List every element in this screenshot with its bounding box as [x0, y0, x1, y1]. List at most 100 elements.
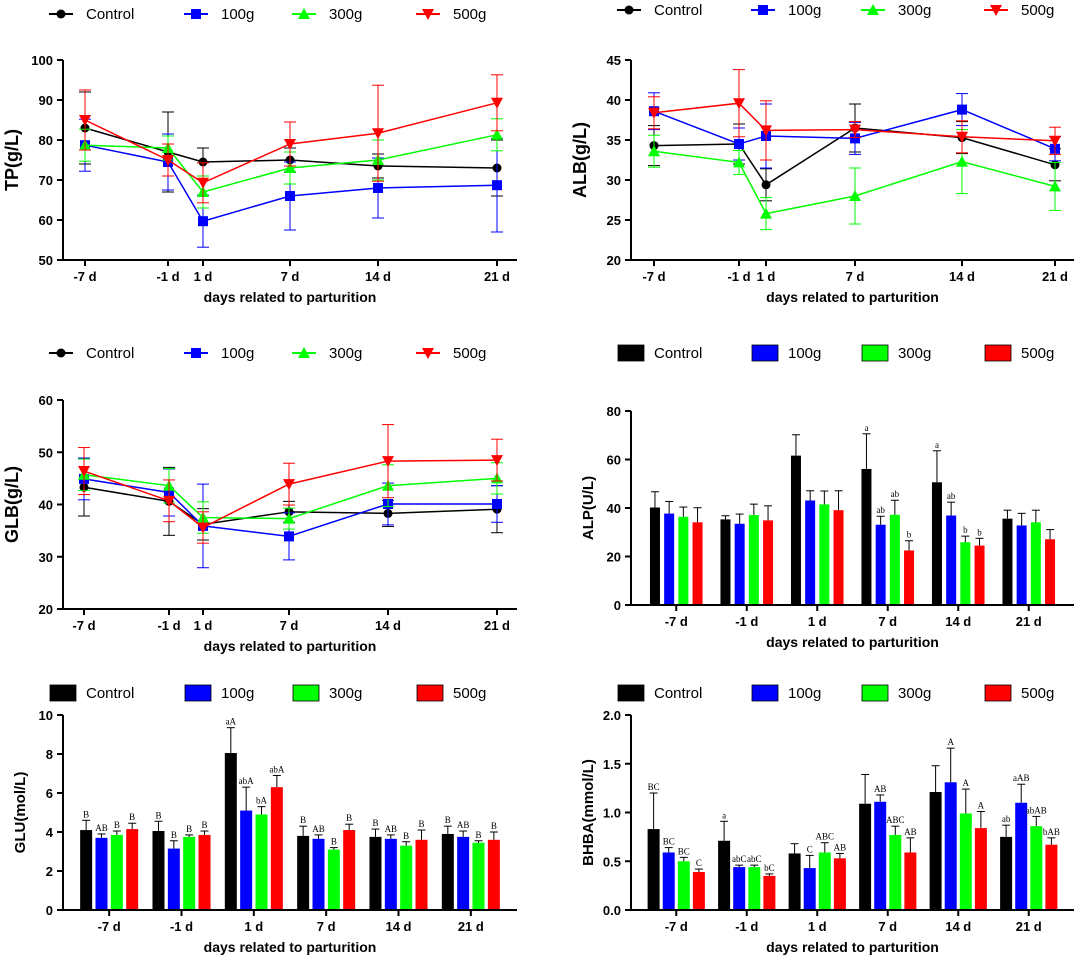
y-tick-label: 0.0: [603, 903, 621, 918]
legend-label: 500g: [1021, 345, 1054, 362]
significance-label: B: [114, 820, 120, 830]
legend-swatch-300g: [861, 684, 889, 702]
bar: [369, 836, 382, 910]
series-line: [84, 134, 498, 193]
legend-label: 500g: [1021, 2, 1054, 19]
significance-label: bAB: [1043, 827, 1060, 837]
legend-swatch-500g: [984, 344, 1012, 362]
axes-tp: 50 60 70 80 90 100 -7 d -1 d 1 d 7 d 14 d 21 d TP(g/…: [2, 53, 517, 305]
series-Control: aa: [649, 423, 1013, 605]
bar: [400, 845, 413, 910]
legend-glu: Control 100g 300g 500g: [49, 684, 486, 702]
legend-label: Control: [654, 2, 702, 19]
legend-glb: Control 100g 300g 500g: [49, 345, 486, 362]
x-tick-label: 1 d: [757, 269, 776, 284]
y-axis-label: GLU(mol/L): [12, 772, 29, 854]
bar: [95, 837, 108, 910]
marker-500g: [1049, 135, 1061, 147]
y-tick-label: 40: [607, 93, 621, 108]
marker-500g: [422, 348, 434, 359]
marker-100g: [758, 5, 768, 15]
legend-label: Control: [654, 685, 702, 702]
bar: [472, 842, 485, 910]
marker-500g: [849, 124, 861, 136]
y-tick-label: 2: [46, 864, 53, 879]
marker-100g: [285, 191, 295, 201]
marker-500g: [284, 139, 296, 150]
marker-100g: [191, 348, 201, 358]
significance-label: ab: [947, 491, 956, 501]
legend-label: Control: [86, 6, 134, 23]
significance-label: ab: [1002, 814, 1011, 824]
legend-label: 500g: [1021, 685, 1054, 702]
bar: [1045, 844, 1058, 910]
significance-label: b: [977, 527, 982, 537]
bar: [152, 831, 165, 910]
x-tick-label: -1 d: [170, 919, 193, 934]
marker-300g: [760, 207, 772, 219]
bar: [662, 852, 675, 910]
significance-label: B: [491, 821, 497, 831]
significance-label: aA: [226, 717, 237, 727]
series-line: [83, 473, 498, 520]
y-tick-label: 90: [39, 93, 53, 108]
bar: [1030, 522, 1041, 605]
significance-label: ABC: [816, 832, 835, 842]
bar: [1045, 539, 1056, 605]
plot-tp: [79, 74, 503, 248]
marker-control: [198, 157, 208, 167]
bar: [763, 875, 776, 910]
significance-label: B: [445, 815, 451, 825]
bar: [297, 835, 310, 910]
marker-control: [56, 348, 66, 358]
x-tick-label: 14 d: [365, 269, 391, 284]
y-tick-label: 30: [39, 550, 53, 565]
marker-300g: [298, 347, 310, 358]
bar: [343, 830, 356, 910]
marker-500g: [382, 456, 394, 468]
series-line: [653, 127, 1056, 186]
significance-label: abC: [747, 854, 762, 864]
marker-control: [624, 5, 634, 15]
plot-glb: [78, 424, 503, 569]
bar: [1016, 525, 1027, 605]
bar: [1015, 802, 1028, 910]
bar: [198, 834, 211, 910]
series-100g: [78, 457, 503, 569]
bar: [734, 523, 745, 605]
x-tick-label: 7 d: [878, 614, 897, 629]
significance-label: B: [372, 818, 378, 828]
bar: [929, 792, 942, 910]
bar: [1000, 836, 1013, 910]
x-tick-label: -7 d: [72, 618, 95, 633]
bar: [167, 848, 180, 910]
significance-label: B: [129, 812, 135, 822]
x-tick-label: 7 d: [280, 618, 299, 633]
legend-label: 500g: [453, 685, 486, 702]
significance-label: AB: [874, 784, 887, 794]
marker-500g: [372, 128, 384, 140]
y-tick-label: 80: [607, 404, 621, 419]
bar: [1030, 826, 1043, 910]
bar: [748, 515, 759, 605]
marker-100g: [957, 104, 967, 115]
significance-label: b: [963, 525, 968, 535]
x-tick-label: 14 d: [949, 269, 975, 284]
significance-label: abAB: [1026, 805, 1047, 815]
bar: [889, 514, 900, 605]
bar: [959, 813, 972, 910]
marker-500g: [162, 155, 174, 166]
x-tick-label: 21 d: [458, 919, 484, 934]
series-line: [653, 150, 1056, 215]
axes-alp: 0 20 40 60 80 -7 d -1 d 1 d 7 d 14 d 21 d ALP(U/L) d…: [580, 404, 1074, 650]
bar: [931, 482, 942, 605]
significance-label: B: [331, 837, 337, 847]
series-line: [653, 102, 1056, 142]
series-Control: [78, 458, 503, 541]
bar: [183, 836, 196, 910]
bar: [384, 838, 397, 910]
bar: [874, 801, 887, 910]
